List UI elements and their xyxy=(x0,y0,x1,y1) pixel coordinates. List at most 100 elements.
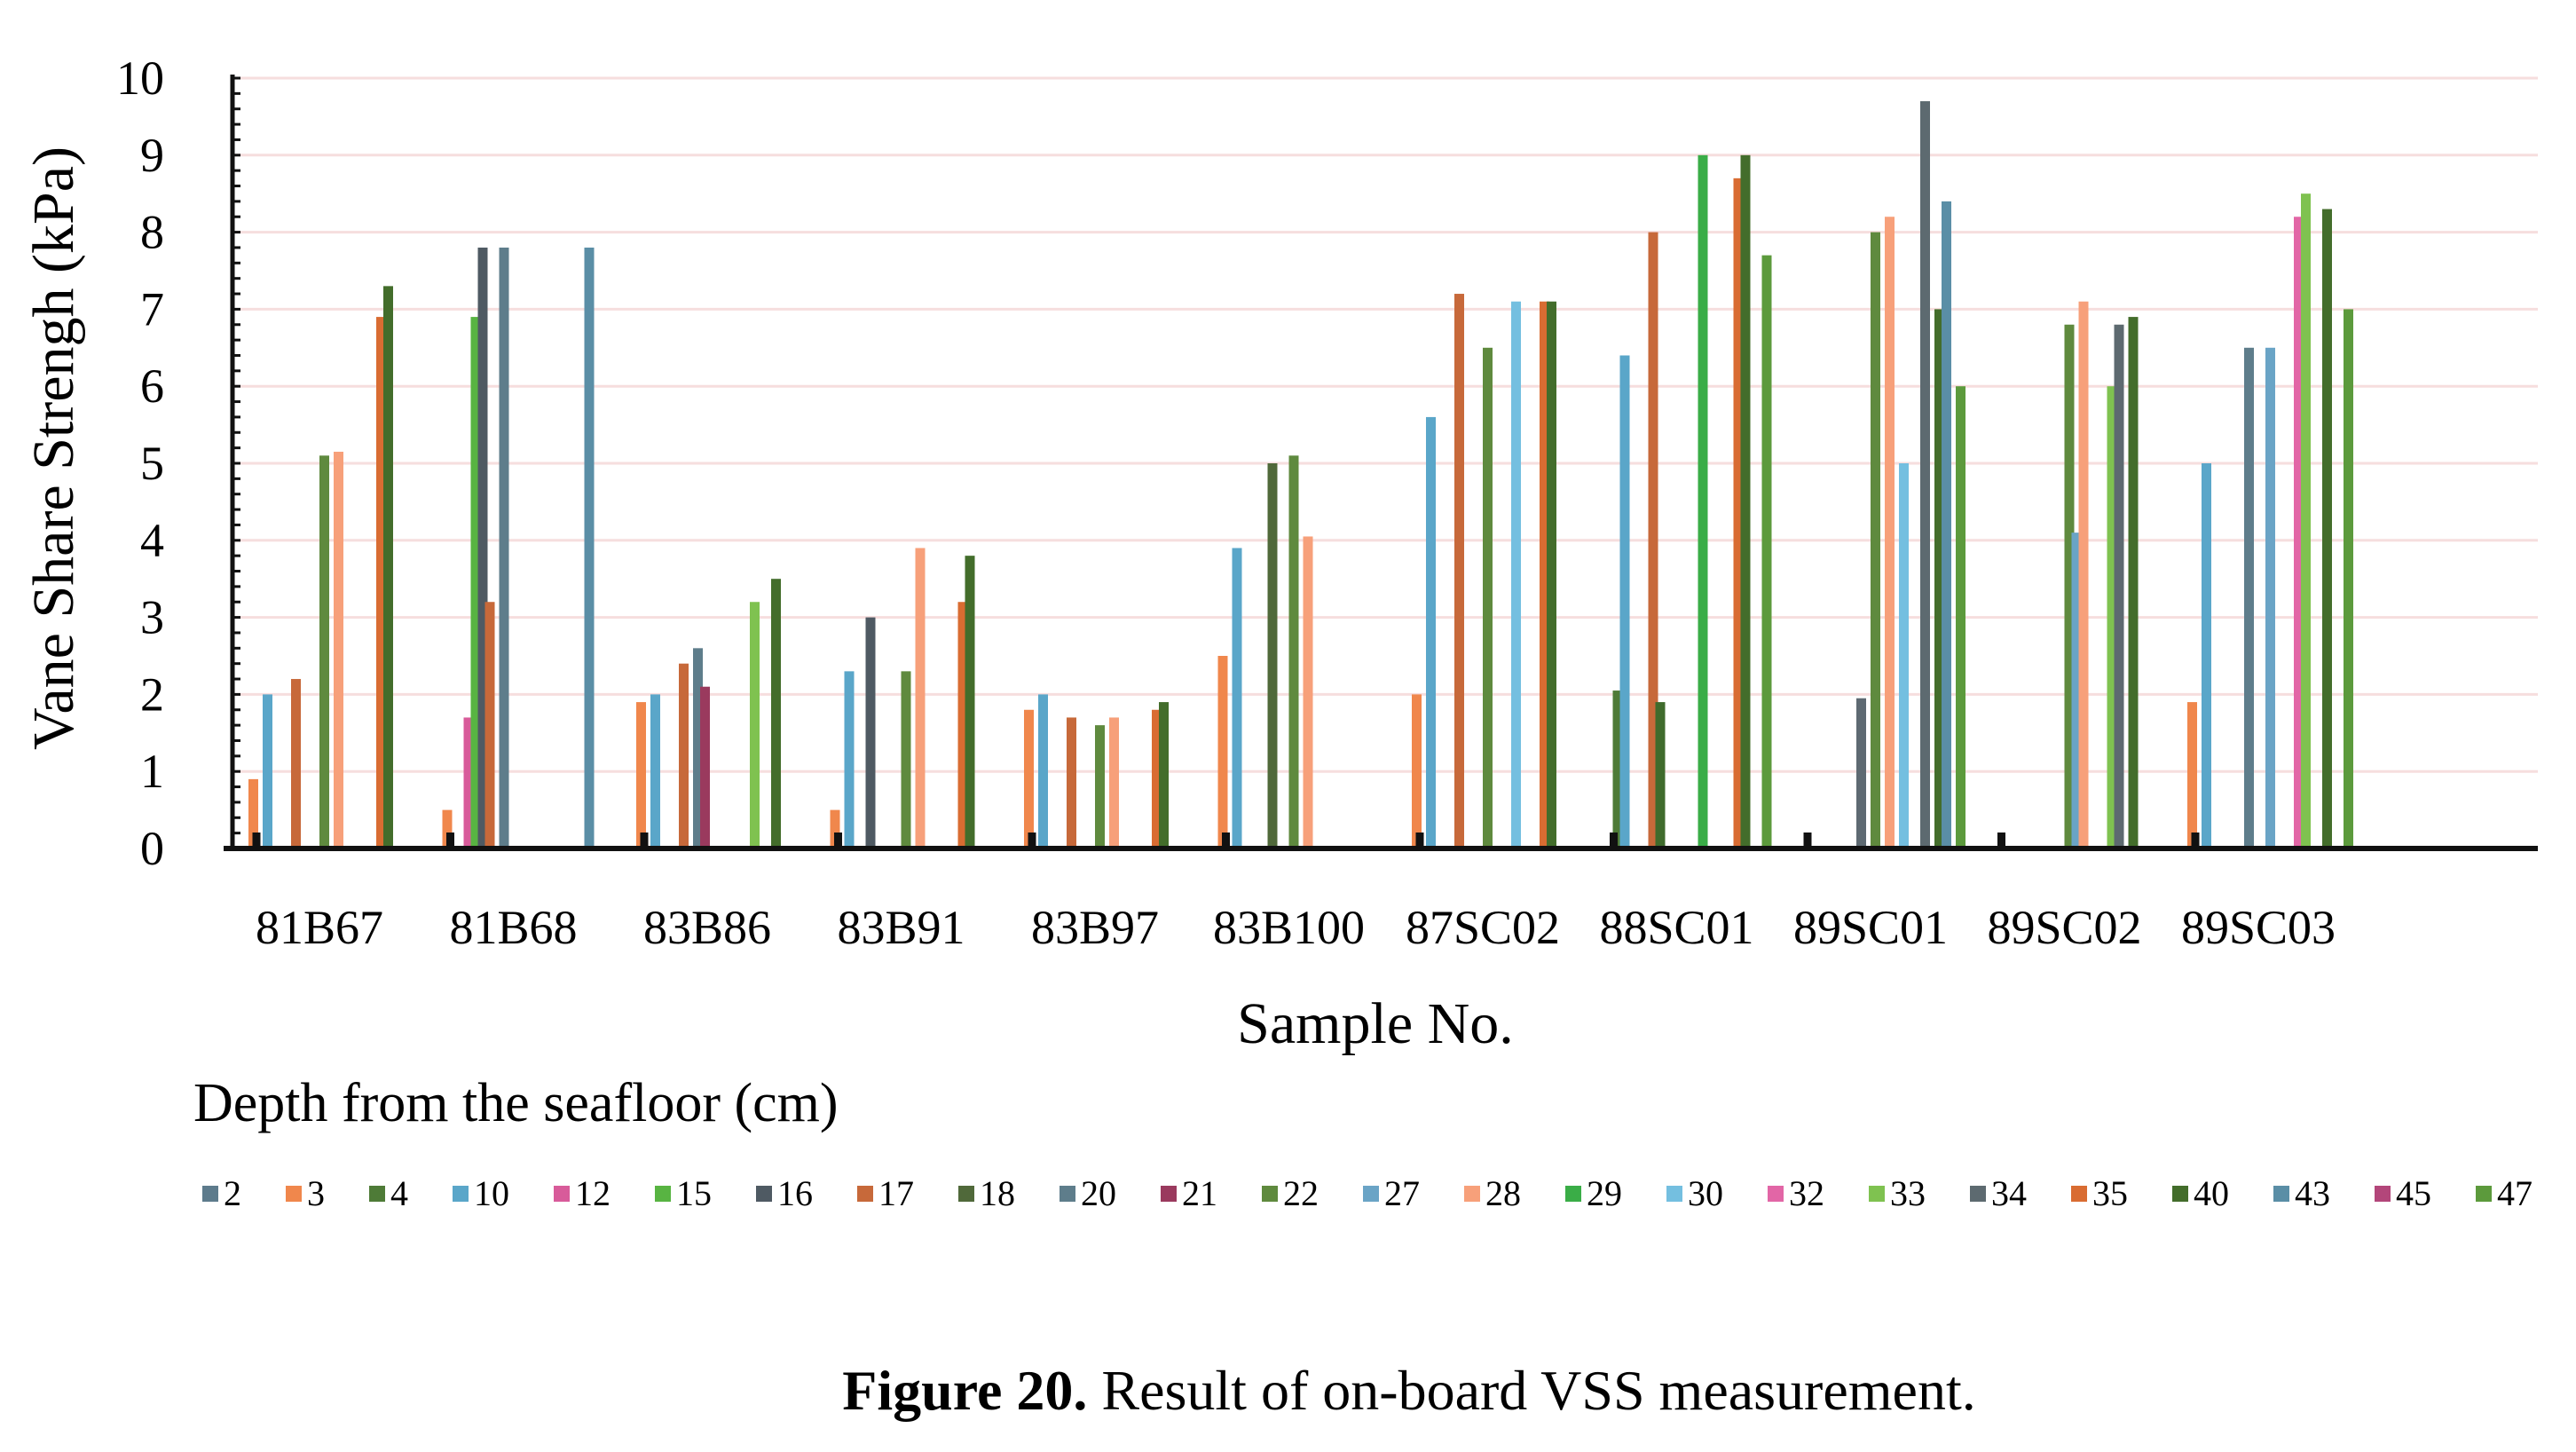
legend-label: 22 xyxy=(1283,1173,1319,1213)
legend-swatch xyxy=(202,1186,218,1202)
legend-entry: 40 xyxy=(2172,1173,2229,1213)
bar xyxy=(1761,255,1772,848)
bar xyxy=(1885,217,1895,849)
bar xyxy=(442,809,453,848)
bar xyxy=(1942,201,1951,848)
legend-label: 12 xyxy=(575,1173,611,1213)
legend-entry: 18 xyxy=(958,1173,1015,1213)
bar xyxy=(463,717,474,848)
bar xyxy=(1152,709,1162,848)
y-tick-label: 3 xyxy=(140,591,164,644)
legend-entry: 3 xyxy=(286,1173,325,1213)
legend-label: 34 xyxy=(1991,1173,2027,1213)
legend-label: 10 xyxy=(474,1173,509,1213)
y-tick-label: 2 xyxy=(140,667,164,721)
legend-label: 21 xyxy=(1182,1173,1217,1213)
bar xyxy=(584,247,595,849)
bar xyxy=(2294,217,2304,849)
legend-entry: 34 xyxy=(1970,1173,2027,1213)
x-category-label: 88SC01 xyxy=(1599,901,1753,954)
x-axis-title: Sample No. xyxy=(1237,991,1514,1056)
legend-label: 4 xyxy=(390,1173,408,1213)
legend-label: 18 xyxy=(980,1173,1015,1213)
bar xyxy=(1159,702,1169,848)
bar xyxy=(957,602,968,848)
legend-label: 43 xyxy=(2295,1173,2330,1213)
bar xyxy=(1095,725,1105,848)
x-category-label: 83B86 xyxy=(643,901,771,954)
y-tick-label: 10 xyxy=(116,51,164,105)
bar xyxy=(1740,154,1751,849)
x-category-label: 81B67 xyxy=(256,901,383,954)
x-category-label: 89SC02 xyxy=(1987,901,2141,954)
legend-swatch xyxy=(286,1186,302,1202)
bar xyxy=(650,694,660,848)
bar xyxy=(2107,386,2117,848)
x-category-label: 89SC03 xyxy=(2181,901,2336,954)
bar xyxy=(1109,717,1119,848)
bar xyxy=(1232,548,1242,848)
caption-text: Result of on-board VSS measurement. xyxy=(1087,1359,1975,1422)
legend-label: 35 xyxy=(2092,1173,2128,1213)
bar xyxy=(1038,694,1048,848)
bar xyxy=(376,317,386,849)
y-tick-label: 9 xyxy=(140,129,164,182)
bar xyxy=(1547,301,1556,849)
bar xyxy=(2301,193,2311,848)
legend-swatch xyxy=(453,1186,469,1202)
legend-entry: 27 xyxy=(1363,1173,1420,1213)
legend-swatch xyxy=(1768,1186,1784,1202)
legend-label: 45 xyxy=(2396,1173,2431,1213)
legend-label: 29 xyxy=(1587,1173,1622,1213)
legend-entry: 45 xyxy=(2375,1173,2431,1213)
bar xyxy=(1024,709,1034,848)
bar xyxy=(2114,324,2124,848)
bar xyxy=(1698,154,1708,849)
y-axis-title: Vane Share Strengh (kPa) xyxy=(21,146,86,750)
bar xyxy=(499,247,509,849)
bar xyxy=(1899,463,1909,848)
legend-swatch xyxy=(1666,1186,1682,1202)
legend-entry: 30 xyxy=(1666,1173,1723,1213)
legend-swatch xyxy=(1161,1186,1177,1202)
x-category-labels: 81B67 81B68 83B86 83B91 83B97 83B100 87SC02 88S… xyxy=(256,901,2336,954)
legend-swatch xyxy=(1970,1186,1986,1202)
x-tick xyxy=(1222,833,1230,848)
bar xyxy=(2265,347,2275,848)
bar xyxy=(1856,698,1866,848)
figure-caption: Figure 20. Result of on-board VSS measur… xyxy=(842,1359,1975,1422)
legend-entry: 22 xyxy=(1262,1173,1319,1213)
bar xyxy=(830,809,840,848)
bar xyxy=(477,247,488,849)
bar xyxy=(901,671,911,848)
legend-label: 47 xyxy=(2497,1173,2533,1213)
x-category-label: 89SC01 xyxy=(1793,901,1948,954)
legend-entry: 12 xyxy=(554,1173,611,1213)
bar xyxy=(1612,690,1623,848)
legend-swatch xyxy=(2375,1186,2391,1202)
bar xyxy=(2078,301,2089,849)
bar xyxy=(2064,324,2075,848)
legend-entry: 33 xyxy=(1869,1173,1926,1213)
legend-entry: 29 xyxy=(1565,1173,1622,1213)
legend-label: 27 xyxy=(1384,1173,1420,1213)
x-category-label: 83B91 xyxy=(837,901,965,954)
legend-swatch xyxy=(756,1186,772,1202)
bar xyxy=(865,617,876,848)
bar xyxy=(383,286,393,848)
legend-entry: 35 xyxy=(2071,1173,2128,1213)
bar xyxy=(1303,536,1313,848)
gridlines xyxy=(232,76,2538,773)
y-tick-label: 7 xyxy=(140,282,164,335)
legend-entry: 4 xyxy=(369,1173,408,1213)
legend-swatch xyxy=(655,1186,671,1202)
legend-swatch xyxy=(2172,1186,2188,1202)
bar xyxy=(2244,347,2254,848)
bar xyxy=(1454,294,1464,848)
legend-swatch xyxy=(2273,1186,2289,1202)
legend-label: 3 xyxy=(307,1173,325,1213)
legend-entry: 2 xyxy=(202,1173,241,1213)
x-category-label: 83B97 xyxy=(1031,901,1159,954)
bar xyxy=(2322,209,2332,848)
